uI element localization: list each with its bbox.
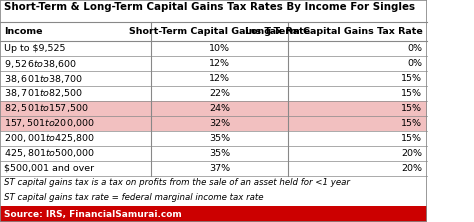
Text: $425,801 to $500,000: $425,801 to $500,000 — [4, 147, 96, 159]
Text: 37%: 37% — [209, 164, 230, 173]
Text: ST capital gains tax rate = federal marginal income tax rate: ST capital gains tax rate = federal marg… — [4, 193, 264, 202]
Text: 15%: 15% — [401, 134, 422, 143]
Text: $38,601 to $38,700: $38,601 to $38,700 — [4, 73, 83, 85]
Text: Short-Term & Long-Term Capital Gains Tax Rates By Income For Singles: Short-Term & Long-Term Capital Gains Tax… — [4, 2, 415, 12]
Text: 10%: 10% — [209, 44, 230, 53]
Text: Up to $9,525: Up to $9,525 — [4, 44, 66, 53]
Text: 35%: 35% — [209, 149, 230, 158]
Text: 0%: 0% — [408, 44, 422, 53]
Text: 20%: 20% — [401, 149, 422, 158]
Text: 35%: 35% — [209, 134, 230, 143]
Text: 12%: 12% — [209, 74, 230, 83]
Text: 32%: 32% — [209, 119, 230, 128]
Text: 12%: 12% — [209, 59, 230, 68]
Text: Income: Income — [4, 27, 43, 36]
Bar — [0, 206, 427, 222]
Text: $82,501 to $157,500: $82,501 to $157,500 — [4, 102, 89, 115]
Bar — [0, 116, 427, 131]
Text: $157,501 to $200,000: $157,501 to $200,000 — [4, 117, 95, 129]
Text: 15%: 15% — [401, 119, 422, 128]
Text: $38,701 to $82,500: $38,701 to $82,500 — [4, 87, 83, 99]
Text: $500,001 and over: $500,001 and over — [4, 164, 94, 173]
Text: Short-Term Capital Gains Tax Rate: Short-Term Capital Gains Tax Rate — [129, 27, 310, 36]
Text: 15%: 15% — [401, 104, 422, 113]
Bar — [0, 101, 427, 116]
Text: 15%: 15% — [401, 89, 422, 98]
Text: 22%: 22% — [209, 89, 230, 98]
Text: Long-Term Capital Gains Tax Rate: Long-Term Capital Gains Tax Rate — [245, 27, 422, 36]
Text: ST capital gains tax is a tax on profits from the sale of an asset held for <1 y: ST capital gains tax is a tax on profits… — [4, 178, 350, 187]
Text: Source: IRS, FinancialSamurai.com: Source: IRS, FinancialSamurai.com — [4, 210, 182, 218]
Text: 15%: 15% — [401, 74, 422, 83]
Text: 0%: 0% — [408, 59, 422, 68]
Text: $9,526 to $38,600: $9,526 to $38,600 — [4, 57, 77, 69]
Text: 24%: 24% — [209, 104, 230, 113]
Text: $200,001 to $425,800: $200,001 to $425,800 — [4, 132, 96, 144]
Text: 20%: 20% — [401, 164, 422, 173]
